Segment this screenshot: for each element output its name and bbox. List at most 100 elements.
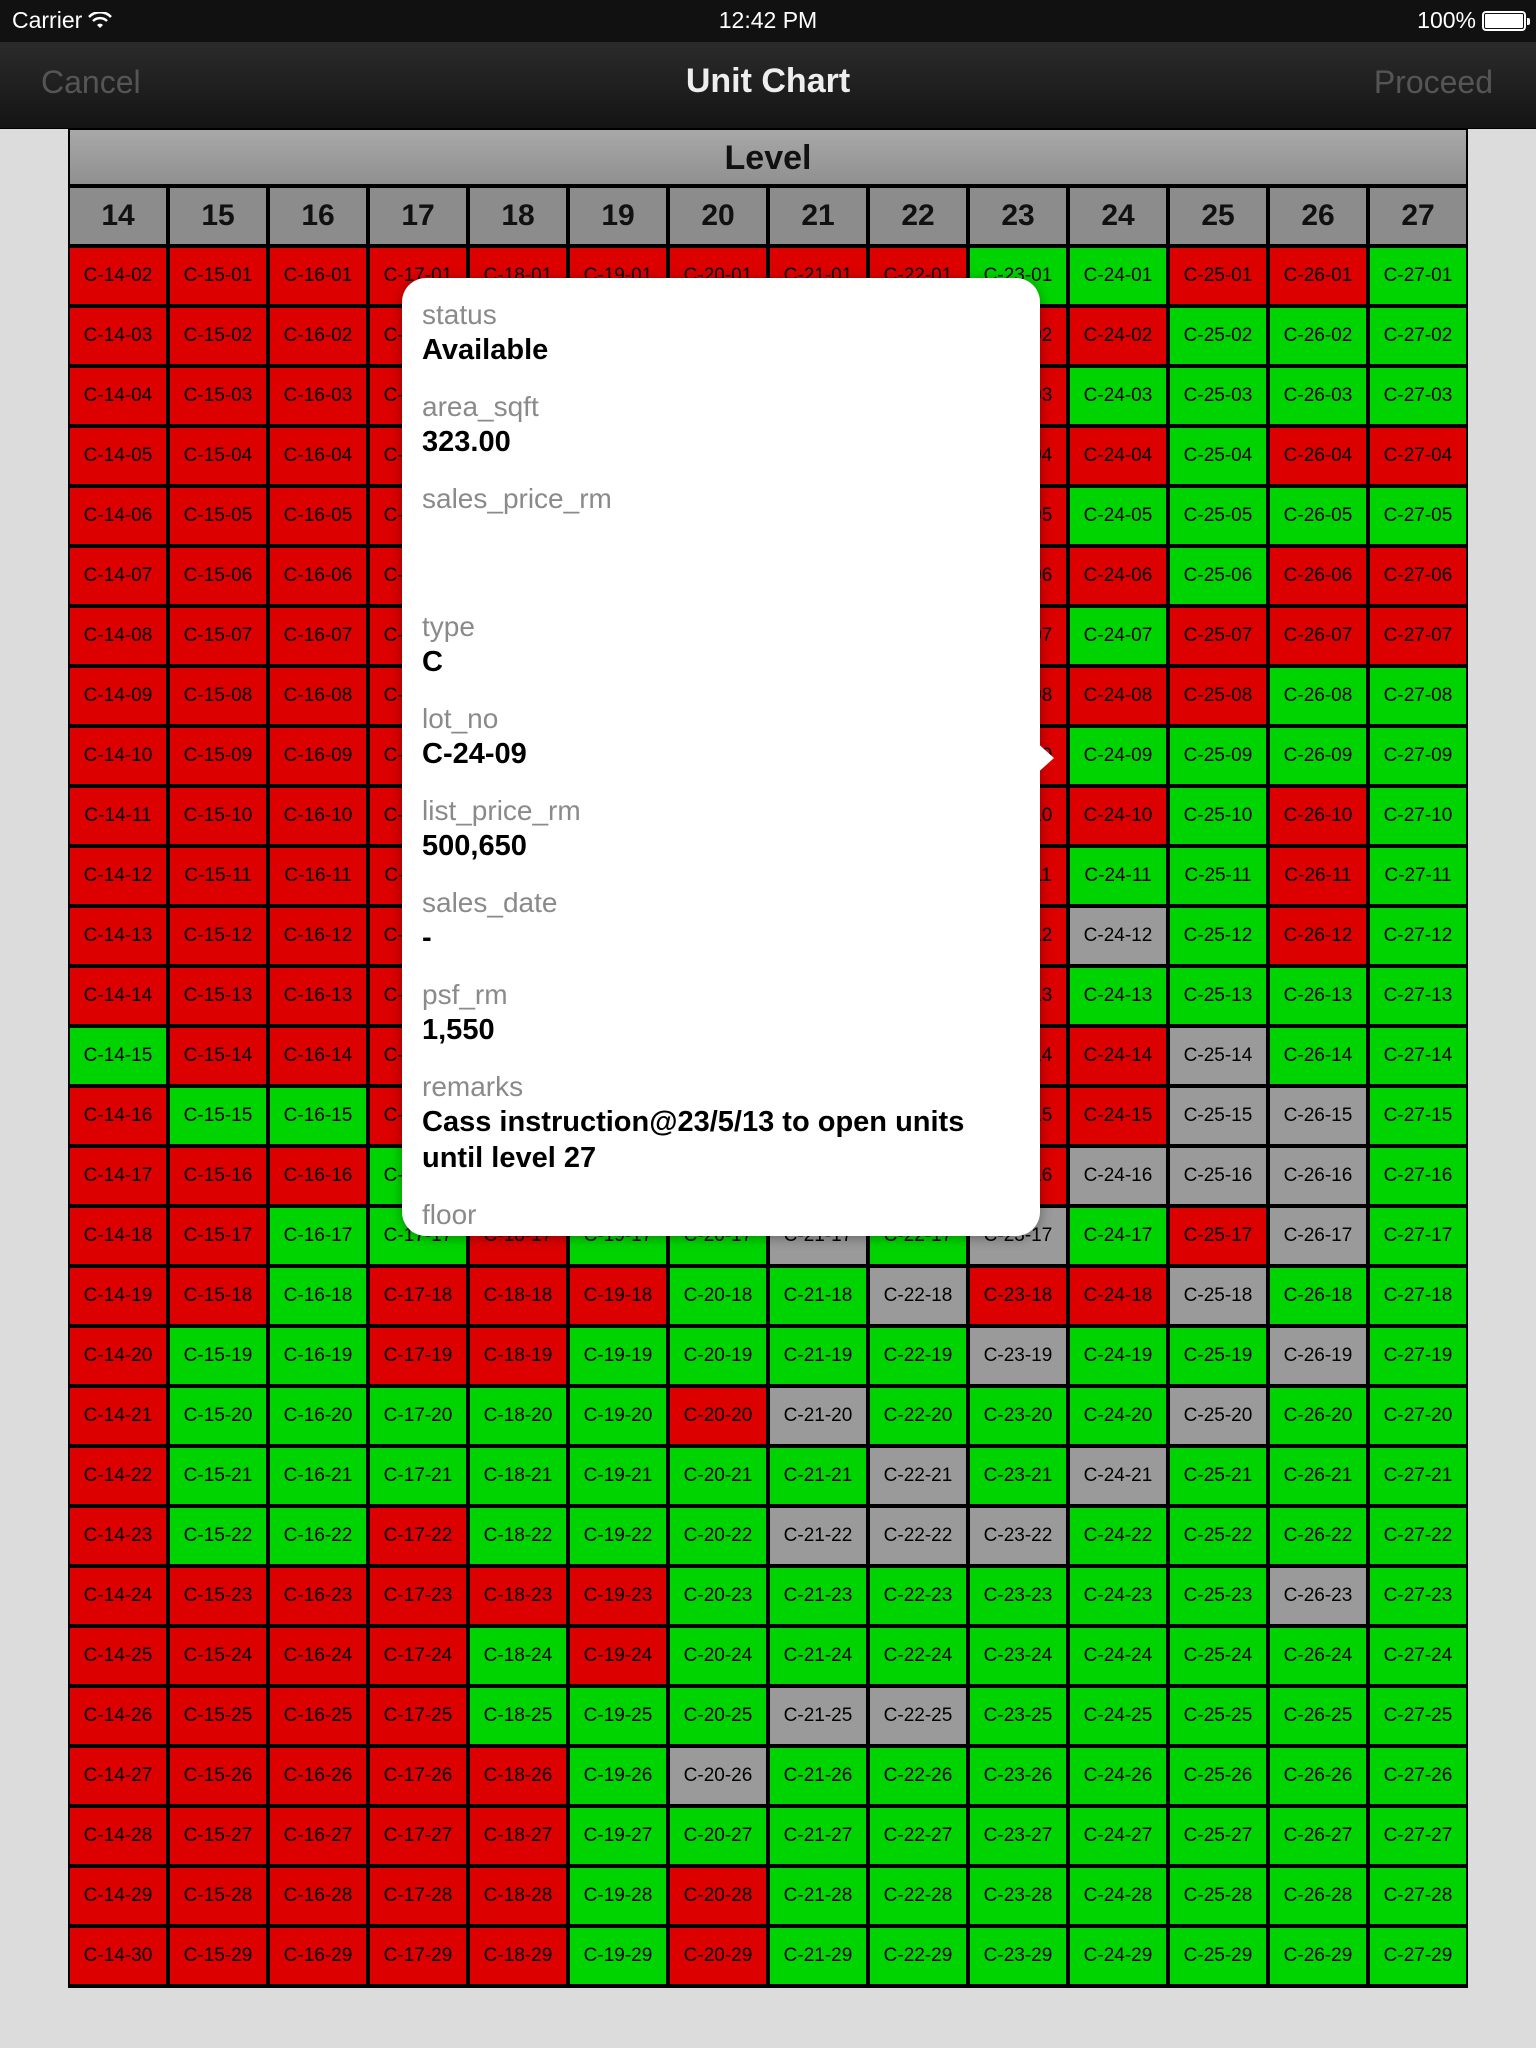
unit-cell[interactable]: C-24-27 — [1068, 1806, 1168, 1866]
unit-cell[interactable]: C-27-01 — [1368, 246, 1468, 306]
unit-cell[interactable]: C-14-18 — [68, 1206, 168, 1266]
unit-cell[interactable]: C-21-23 — [768, 1566, 868, 1626]
unit-cell[interactable]: C-21-21 — [768, 1446, 868, 1506]
unit-cell[interactable]: C-25-26 — [1168, 1746, 1268, 1806]
unit-cell[interactable]: C-26-11 — [1268, 846, 1368, 906]
unit-cell[interactable]: C-16-09 — [268, 726, 368, 786]
unit-cell[interactable]: C-16-06 — [268, 546, 368, 606]
unit-cell[interactable]: C-24-08 — [1068, 666, 1168, 726]
unit-cell[interactable]: C-15-07 — [168, 606, 268, 666]
unit-cell[interactable]: C-15-23 — [168, 1566, 268, 1626]
unit-cell[interactable]: C-15-06 — [168, 546, 268, 606]
unit-cell[interactable]: C-20-26 — [668, 1746, 768, 1806]
unit-cell[interactable]: C-14-23 — [68, 1506, 168, 1566]
unit-cell[interactable]: C-27-25 — [1368, 1686, 1468, 1746]
unit-cell[interactable]: C-25-04 — [1168, 426, 1268, 486]
unit-cell[interactable]: C-15-19 — [168, 1326, 268, 1386]
unit-cell[interactable]: C-19-19 — [568, 1326, 668, 1386]
unit-cell[interactable]: C-18-29 — [468, 1926, 568, 1986]
unit-cell[interactable]: C-16-27 — [268, 1806, 368, 1866]
unit-cell[interactable]: C-26-21 — [1268, 1446, 1368, 1506]
unit-cell[interactable]: C-27-02 — [1368, 306, 1468, 366]
unit-cell[interactable]: C-15-05 — [168, 486, 268, 546]
unit-cell[interactable]: C-16-28 — [268, 1866, 368, 1926]
unit-cell[interactable]: C-16-08 — [268, 666, 368, 726]
unit-cell[interactable]: C-21-29 — [768, 1926, 868, 1986]
unit-cell[interactable]: C-25-09 — [1168, 726, 1268, 786]
unit-cell[interactable]: C-17-24 — [368, 1626, 468, 1686]
unit-cell[interactable]: C-15-03 — [168, 366, 268, 426]
unit-cell[interactable]: C-25-20 — [1168, 1386, 1268, 1446]
unit-cell[interactable]: C-18-28 — [468, 1866, 568, 1926]
unit-cell[interactable]: C-23-23 — [968, 1566, 1068, 1626]
unit-cell[interactable]: C-14-12 — [68, 846, 168, 906]
unit-cell[interactable]: C-15-04 — [168, 426, 268, 486]
unit-cell[interactable]: C-27-17 — [1368, 1206, 1468, 1266]
unit-cell[interactable]: C-15-13 — [168, 966, 268, 1026]
unit-cell[interactable]: C-24-25 — [1068, 1686, 1168, 1746]
unit-cell[interactable]: C-24-03 — [1068, 366, 1168, 426]
unit-cell[interactable]: C-16-12 — [268, 906, 368, 966]
unit-cell[interactable]: C-16-23 — [268, 1566, 368, 1626]
unit-cell[interactable]: C-15-09 — [168, 726, 268, 786]
unit-cell[interactable]: C-15-18 — [168, 1266, 268, 1326]
unit-cell[interactable]: C-27-16 — [1368, 1146, 1468, 1206]
unit-cell[interactable]: C-14-24 — [68, 1566, 168, 1626]
unit-cell[interactable]: C-24-29 — [1068, 1926, 1168, 1986]
unit-cell[interactable]: C-26-26 — [1268, 1746, 1368, 1806]
unit-cell[interactable]: C-27-26 — [1368, 1746, 1468, 1806]
unit-cell[interactable]: C-27-06 — [1368, 546, 1468, 606]
unit-cell[interactable]: C-25-13 — [1168, 966, 1268, 1026]
unit-cell[interactable]: C-24-05 — [1068, 486, 1168, 546]
unit-cell[interactable]: C-25-25 — [1168, 1686, 1268, 1746]
unit-cell[interactable]: C-14-21 — [68, 1386, 168, 1446]
unit-cell[interactable]: C-27-04 — [1368, 426, 1468, 486]
unit-cell[interactable]: C-26-15 — [1268, 1086, 1368, 1146]
unit-cell[interactable]: C-19-21 — [568, 1446, 668, 1506]
unit-cell[interactable]: C-27-12 — [1368, 906, 1468, 966]
unit-cell[interactable]: C-23-24 — [968, 1626, 1068, 1686]
cancel-button[interactable]: Cancel — [41, 64, 141, 100]
unit-cell[interactable]: C-26-17 — [1268, 1206, 1368, 1266]
unit-cell[interactable]: C-24-16 — [1068, 1146, 1168, 1206]
unit-cell[interactable]: C-27-05 — [1368, 486, 1468, 546]
unit-cell[interactable]: C-15-26 — [168, 1746, 268, 1806]
unit-cell[interactable]: C-26-07 — [1268, 606, 1368, 666]
unit-cell[interactable]: C-26-10 — [1268, 786, 1368, 846]
unit-cell[interactable]: C-20-23 — [668, 1566, 768, 1626]
unit-cell[interactable]: C-15-20 — [168, 1386, 268, 1446]
unit-cell[interactable]: C-27-09 — [1368, 726, 1468, 786]
unit-cell[interactable]: C-24-18 — [1068, 1266, 1168, 1326]
unit-cell[interactable]: C-27-24 — [1368, 1626, 1468, 1686]
unit-cell[interactable]: C-15-17 — [168, 1206, 268, 1266]
unit-cell[interactable]: C-16-18 — [268, 1266, 368, 1326]
unit-cell[interactable]: C-26-28 — [1268, 1866, 1368, 1926]
unit-cell[interactable]: C-20-20 — [668, 1386, 768, 1446]
unit-cell[interactable]: C-14-22 — [68, 1446, 168, 1506]
unit-cell[interactable]: C-26-09 — [1268, 726, 1368, 786]
unit-cell[interactable]: C-15-25 — [168, 1686, 268, 1746]
unit-cell[interactable]: C-14-17 — [68, 1146, 168, 1206]
unit-cell[interactable]: C-14-27 — [68, 1746, 168, 1806]
unit-cell[interactable]: C-20-21 — [668, 1446, 768, 1506]
unit-cell[interactable]: C-22-29 — [868, 1926, 968, 1986]
unit-cell[interactable]: C-18-23 — [468, 1566, 568, 1626]
unit-cell[interactable]: C-23-18 — [968, 1266, 1068, 1326]
unit-cell[interactable]: C-24-15 — [1068, 1086, 1168, 1146]
unit-cell[interactable]: C-15-21 — [168, 1446, 268, 1506]
unit-cell[interactable]: C-17-20 — [368, 1386, 468, 1446]
unit-cell[interactable]: C-14-11 — [68, 786, 168, 846]
unit-cell[interactable]: C-19-20 — [568, 1386, 668, 1446]
unit-cell[interactable]: C-18-21 — [468, 1446, 568, 1506]
unit-cell[interactable]: C-22-25 — [868, 1686, 968, 1746]
unit-cell[interactable]: C-25-16 — [1168, 1146, 1268, 1206]
unit-cell[interactable]: C-27-28 — [1368, 1866, 1468, 1926]
unit-cell[interactable]: C-23-28 — [968, 1866, 1068, 1926]
unit-cell[interactable]: C-16-04 — [268, 426, 368, 486]
unit-cell[interactable]: C-16-14 — [268, 1026, 368, 1086]
unit-cell[interactable]: C-26-25 — [1268, 1686, 1368, 1746]
unit-cell[interactable]: C-26-01 — [1268, 246, 1368, 306]
unit-cell[interactable]: C-14-14 — [68, 966, 168, 1026]
unit-cell[interactable]: C-21-20 — [768, 1386, 868, 1446]
unit-cell[interactable]: C-17-29 — [368, 1926, 468, 1986]
